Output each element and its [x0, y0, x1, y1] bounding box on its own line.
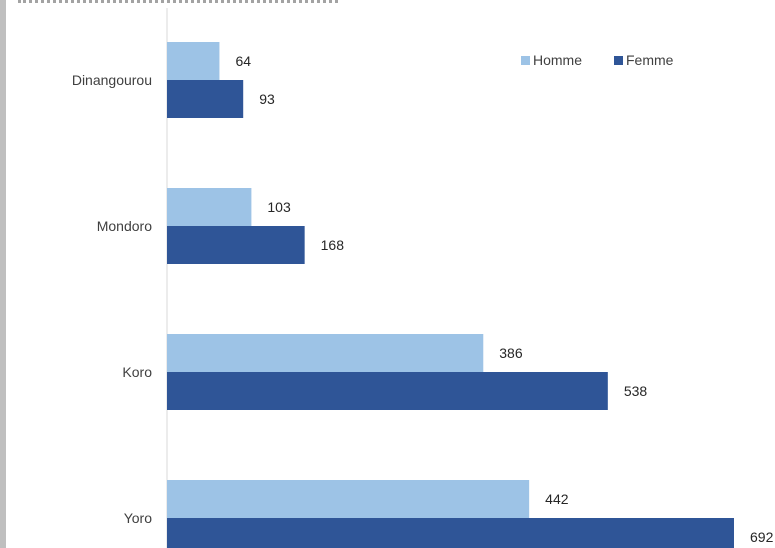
bar-homme-dinangourou	[167, 42, 220, 80]
bar-femme-yoro	[167, 518, 734, 548]
category-label-koro: Koro	[122, 364, 152, 380]
bar-homme-yoro	[167, 480, 530, 518]
bar-femme-mondoro	[167, 226, 305, 264]
cropped-title-fragment	[18, 0, 338, 7]
value-label-homme-mondoro: 103	[267, 199, 291, 215]
value-labels: 64 93 103 168 386 538 442 692	[235, 53, 773, 545]
legend-label-femme: Femme	[626, 52, 674, 68]
value-label-femme-yoro: 692	[750, 529, 774, 545]
left-border	[0, 0, 6, 548]
category-label-mondoro: Mondoro	[97, 218, 152, 234]
bar-homme-mondoro	[167, 188, 252, 226]
value-label-homme-koro: 386	[499, 345, 523, 361]
value-label-femme-mondoro: 168	[321, 237, 345, 253]
category-label-dinangourou: Dinangourou	[72, 72, 152, 88]
legend-swatch-homme	[521, 56, 530, 65]
legend-label-homme: Homme	[533, 52, 582, 68]
value-label-femme-dinangourou: 93	[259, 91, 275, 107]
bar-femme-koro	[167, 372, 608, 410]
bar-homme-koro	[167, 334, 484, 372]
legend-swatch-femme	[614, 56, 623, 65]
bars-group	[167, 42, 734, 548]
bar-femme-dinangourou	[167, 80, 244, 118]
value-label-homme-dinangourou: 64	[235, 53, 251, 69]
value-label-homme-yoro: 442	[545, 491, 569, 507]
legend: Homme Femme	[521, 52, 674, 68]
category-label-yoro: Yoro	[124, 510, 153, 526]
category-labels: Dinangourou Mondoro Koro Yoro	[72, 72, 152, 526]
value-label-femme-koro: 538	[624, 383, 648, 399]
